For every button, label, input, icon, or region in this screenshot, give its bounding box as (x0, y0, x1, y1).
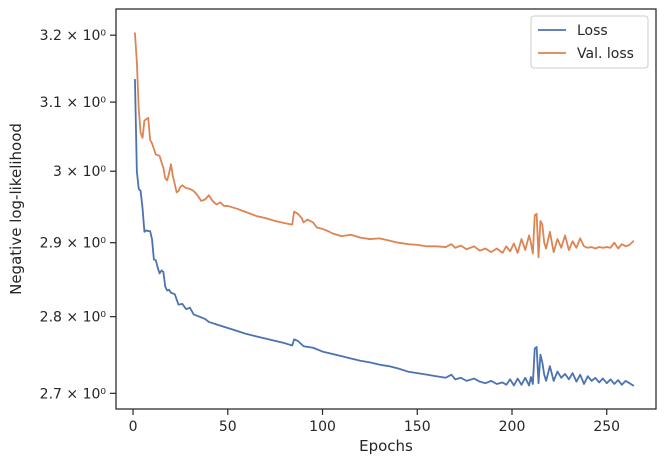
y-tick-label: 2.9 × 10⁰ (40, 236, 107, 252)
plot-frame (115, 8, 657, 410)
x-axis: 0 50 100 150 200 250 (129, 409, 620, 435)
legend-box (530, 15, 649, 69)
x-tick-label: 50 (219, 419, 237, 435)
legend: Loss Val. loss (530, 15, 649, 69)
legend-label-loss: Loss (577, 23, 608, 39)
x-tick-label: 200 (499, 419, 526, 435)
y-tick-label: 3 × 10⁰ (53, 164, 106, 180)
series-line-loss (134, 78, 635, 387)
y-axis: 3.2 × 10⁰ 3.1 × 10⁰ 3 × 10⁰ 2.9 × 10⁰ 2.8 × … (40, 28, 116, 402)
plot-area (116, 9, 656, 409)
y-tick-label: 2.8 × 10⁰ (40, 310, 107, 326)
y-tick-label: 2.7 × 10⁰ (40, 386, 107, 402)
y-axis-label: Negative log-likelihood (7, 123, 25, 295)
x-axis-label: Epochs (359, 437, 413, 455)
x-tick-label: 150 (404, 419, 431, 435)
x-tick-label: 0 (129, 419, 138, 435)
y-tick-label: 3.1 × 10⁰ (40, 95, 107, 111)
x-tick-label: 250 (593, 419, 620, 435)
series-line-val-loss (134, 32, 635, 259)
series-layer (134, 32, 635, 387)
legend-label-val-loss: Val. loss (577, 46, 634, 62)
x-tick-label: 100 (309, 419, 336, 435)
y-tick-label: 3.2 × 10⁰ (40, 28, 107, 44)
